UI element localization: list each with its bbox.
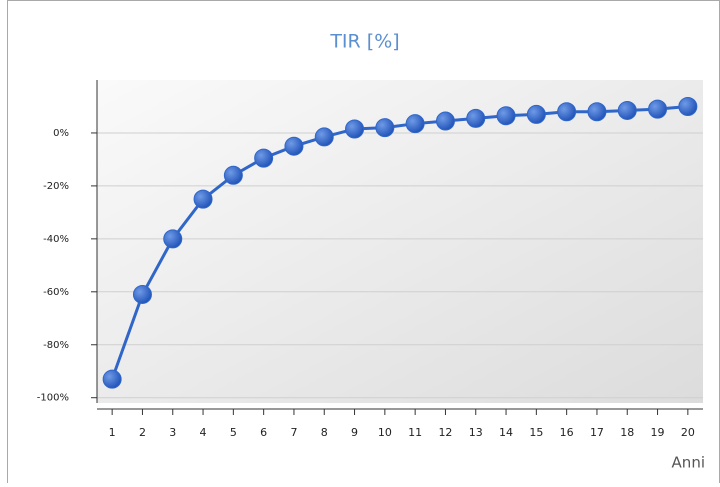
y-tick-label: -80% — [43, 340, 69, 351]
y-tick-label: -40% — [43, 234, 69, 245]
point — [587, 102, 607, 122]
x-tick-label: 3 — [169, 426, 176, 439]
x-tick-label: 14 — [499, 426, 513, 439]
point — [678, 96, 698, 116]
x-tick-label: 12 — [438, 426, 452, 439]
x-tick-label: 16 — [560, 426, 574, 439]
x-tick-label: 10 — [378, 426, 392, 439]
y-tick-label: -60% — [43, 287, 69, 298]
point — [435, 111, 455, 131]
point — [557, 102, 577, 122]
point — [405, 114, 425, 134]
point — [163, 229, 183, 249]
point — [617, 100, 637, 120]
x-axis-label: Anni — [672, 454, 705, 472]
x-tick-label: 15 — [529, 426, 543, 439]
x-tick-label: 11 — [408, 426, 422, 439]
chart-title: TIR [%] — [329, 31, 399, 53]
point — [132, 284, 152, 304]
x-tick-label: 9 — [351, 426, 358, 439]
point — [284, 136, 304, 156]
point — [254, 148, 274, 168]
x-tick-label: 7 — [290, 426, 297, 439]
x-tick-label: 5 — [230, 426, 237, 439]
point — [314, 127, 334, 147]
point — [223, 165, 243, 185]
x-tick-label: 2 — [139, 426, 146, 439]
point — [526, 104, 546, 124]
x-tick-label: 1 — [109, 426, 116, 439]
y-tick-label: 0% — [53, 128, 69, 139]
x-tick-label: 18 — [620, 426, 634, 439]
point — [496, 106, 516, 126]
x-tick-label: 8 — [321, 426, 328, 439]
y-tick-label: -20% — [43, 181, 69, 192]
point — [345, 119, 365, 139]
y-tick-label: -100% — [37, 393, 69, 404]
x-tick-label: 6 — [260, 426, 267, 439]
point — [375, 118, 395, 138]
point — [648, 99, 668, 119]
x-tick-label: 17 — [590, 426, 604, 439]
plot-area — [97, 80, 703, 403]
x-tick-label: 20 — [681, 426, 695, 439]
x-tick-label: 19 — [651, 426, 665, 439]
x-tick-label: 4 — [200, 426, 207, 439]
x-tick-label: 13 — [469, 426, 483, 439]
point — [466, 108, 486, 128]
point — [102, 369, 122, 389]
point — [193, 189, 213, 209]
